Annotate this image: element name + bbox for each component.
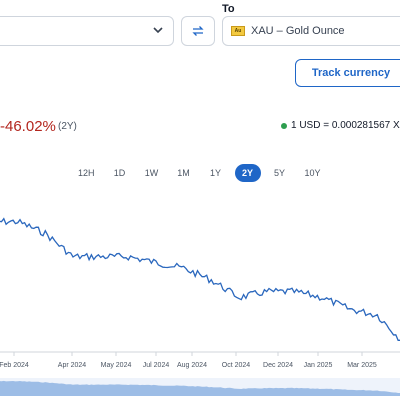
- price-chart: Feb 2024 Apr 2024 May 2024 Jul 2024 Aug 2024…: [0, 217, 400, 396]
- navigator-area: [0, 380, 400, 396]
- range-2y[interactable]: 2Y: [234, 164, 261, 182]
- x-tick-label: Apr 2024: [58, 362, 87, 369]
- x-tick-label: Aug 2024: [177, 362, 207, 369]
- x-tick-label: Mar 2025: [347, 362, 377, 369]
- range-12h[interactable]: 12H: [78, 168, 95, 178]
- range-1d[interactable]: 1D: [113, 168, 126, 178]
- swap-arrows-icon: [192, 26, 204, 36]
- x-tick-label: Oct 2024: [222, 362, 251, 369]
- rate-text: 1 USD = 0.000281567 XAU: [291, 120, 400, 131]
- x-tick-label: Jan 2025: [304, 362, 333, 369]
- time-range-selector: 12H 1D 1W 1M 1Y 2Y 5Y 10Y: [72, 164, 333, 184]
- from-currency-select[interactable]: [0, 16, 174, 46]
- range-10y[interactable]: 10Y: [304, 168, 321, 178]
- range-5y[interactable]: 5Y: [274, 168, 286, 178]
- change-period: (2Y): [58, 121, 77, 132]
- live-dot-icon: [281, 122, 287, 129]
- x-tick-label: Jul 2024: [143, 362, 170, 369]
- x-tick-label: May 2024: [101, 362, 132, 369]
- x-tick-label: Dec 2024: [263, 362, 293, 369]
- range-1y[interactable]: 1Y: [210, 168, 222, 178]
- x-tick-label: Feb 2024: [0, 362, 29, 369]
- track-currency-button[interactable]: Track currency: [295, 59, 400, 87]
- series-line: [0, 217, 400, 341]
- gold-flag-icon: Au: [231, 26, 245, 36]
- range-1w[interactable]: 1W: [144, 168, 159, 178]
- percent-change: -46.02%: [0, 118, 56, 135]
- to-currency-select[interactable]: Au XAU – Gold Ounce: [222, 16, 400, 46]
- to-label: To: [222, 3, 235, 15]
- chevron-down-icon: [153, 27, 163, 34]
- live-rate: 1 USD = 0.000281567 XAU: [281, 120, 400, 131]
- range-1m[interactable]: 1M: [177, 168, 190, 178]
- to-currency-label: XAU – Gold Ounce: [251, 25, 345, 37]
- swap-currencies-button[interactable]: [181, 16, 215, 46]
